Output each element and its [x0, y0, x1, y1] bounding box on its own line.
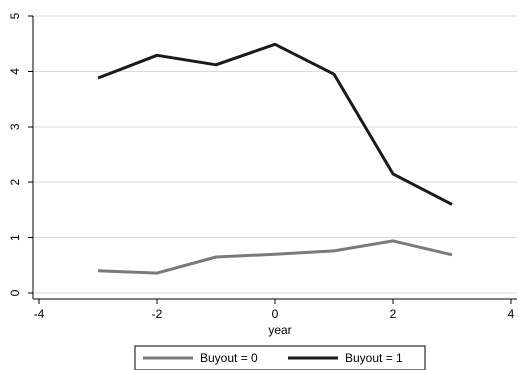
- y-tick-label-2: 2: [8, 179, 22, 186]
- x-axis-title: year: [268, 323, 291, 337]
- y-tick-label-3: 3: [8, 123, 22, 130]
- x-tick-label--2: -2: [152, 307, 163, 321]
- y-tick-label-0: 0: [8, 289, 22, 296]
- legend-label-buyout-1: Buyout = 1: [345, 351, 403, 365]
- x-tick-label-0: 0: [272, 307, 279, 321]
- series-line-buyout-1: [97, 42, 453, 206]
- y-tick-label-5: 5: [8, 12, 22, 19]
- axes-layer: [32, 16, 517, 300]
- ticks-layer: 0 1 2 3 4 5 -4 -2 0 2 4: [8, 12, 515, 321]
- y-tick-label-4: 4: [8, 68, 22, 75]
- x-tick-label-4: 4: [508, 307, 515, 321]
- y-tick-label-1: 1: [8, 234, 22, 241]
- series-layer: [97, 42, 453, 275]
- series-line-buyout-0: [97, 239, 453, 275]
- legend: Buyout = 0 Buyout = 1: [134, 345, 426, 370]
- x-tick-label--4: -4: [34, 307, 45, 321]
- grid-layer: [33, 15, 517, 294]
- legend-label-buyout-0: Buyout = 0: [200, 351, 258, 365]
- x-tick-label-2: 2: [390, 307, 397, 321]
